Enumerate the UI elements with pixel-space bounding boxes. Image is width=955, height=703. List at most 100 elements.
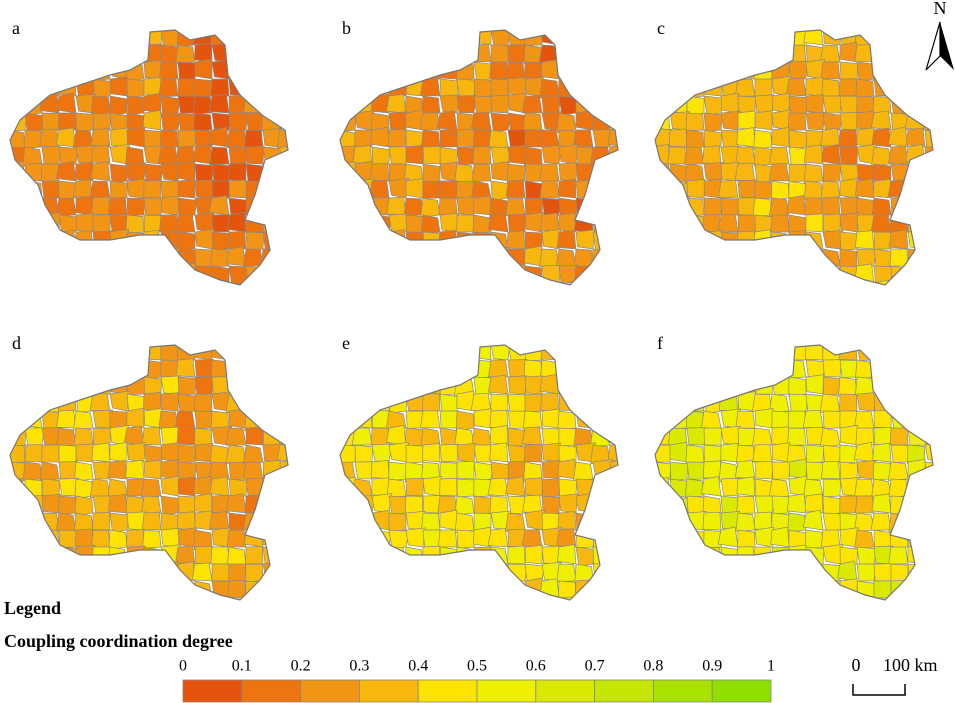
district — [420, 282, 441, 285]
district — [340, 544, 356, 565]
district — [41, 248, 60, 267]
district — [403, 345, 424, 361]
district — [822, 478, 842, 498]
district — [655, 95, 671, 116]
district — [109, 265, 131, 285]
district — [802, 248, 824, 267]
district — [822, 95, 843, 114]
district — [92, 214, 111, 233]
district — [592, 179, 611, 199]
district — [388, 441, 409, 463]
district — [455, 563, 475, 582]
district — [703, 248, 723, 269]
district — [123, 563, 145, 584]
district — [539, 282, 560, 285]
district — [109, 577, 128, 599]
district — [58, 44, 77, 64]
district — [10, 495, 29, 517]
district — [75, 247, 96, 267]
district — [143, 459, 163, 480]
district — [473, 563, 492, 583]
district — [74, 161, 94, 182]
district — [592, 359, 611, 378]
district — [279, 78, 288, 98]
district — [194, 393, 213, 413]
district — [592, 345, 611, 361]
district — [608, 213, 618, 233]
district — [92, 30, 112, 46]
district — [175, 358, 196, 378]
district — [386, 424, 407, 446]
district — [58, 180, 77, 201]
district — [160, 579, 179, 599]
district — [890, 61, 912, 81]
district — [243, 595, 264, 600]
district — [371, 356, 390, 378]
district — [558, 162, 578, 182]
district — [735, 579, 756, 599]
district — [839, 61, 859, 81]
district — [419, 44, 441, 64]
district — [575, 197, 595, 218]
district — [177, 197, 197, 218]
district — [720, 425, 741, 446]
district — [592, 282, 613, 285]
district — [56, 409, 77, 429]
districts — [655, 30, 933, 285]
district — [655, 282, 671, 285]
district — [590, 61, 611, 81]
district — [58, 345, 77, 361]
district — [924, 129, 933, 151]
district — [607, 61, 618, 80]
district — [669, 30, 690, 47]
district — [437, 597, 458, 600]
district — [788, 376, 807, 397]
district — [557, 410, 577, 431]
district — [736, 127, 756, 148]
district — [56, 376, 77, 396]
district — [140, 495, 162, 514]
district — [108, 529, 128, 550]
district — [770, 597, 790, 600]
district — [107, 197, 128, 216]
district — [24, 60, 44, 80]
district — [572, 461, 594, 482]
district — [558, 596, 577, 600]
district — [924, 78, 933, 97]
district — [143, 214, 162, 234]
district — [58, 529, 77, 548]
district — [574, 579, 594, 599]
district — [340, 376, 356, 397]
district — [855, 495, 875, 514]
district — [592, 376, 614, 398]
district — [720, 597, 740, 600]
district — [924, 359, 933, 379]
district — [489, 61, 509, 80]
district — [140, 248, 162, 268]
district — [10, 247, 26, 267]
legend-swatch — [241, 679, 302, 703]
district — [142, 529, 162, 549]
district — [143, 76, 162, 97]
district — [839, 281, 858, 285]
province-outline — [654, 29, 934, 286]
district — [487, 528, 509, 548]
district — [907, 358, 927, 378]
district — [907, 178, 927, 199]
legend-swatch — [300, 679, 360, 703]
district — [924, 180, 933, 201]
district — [702, 30, 722, 48]
district — [589, 597, 611, 600]
district — [505, 580, 526, 600]
district — [655, 546, 671, 565]
district — [702, 145, 722, 165]
district — [10, 410, 29, 432]
district — [487, 211, 509, 233]
district — [489, 594, 509, 600]
district — [22, 44, 43, 63]
district — [192, 282, 213, 285]
district — [558, 212, 577, 233]
district — [354, 30, 376, 46]
district — [754, 110, 773, 131]
district — [684, 345, 705, 361]
